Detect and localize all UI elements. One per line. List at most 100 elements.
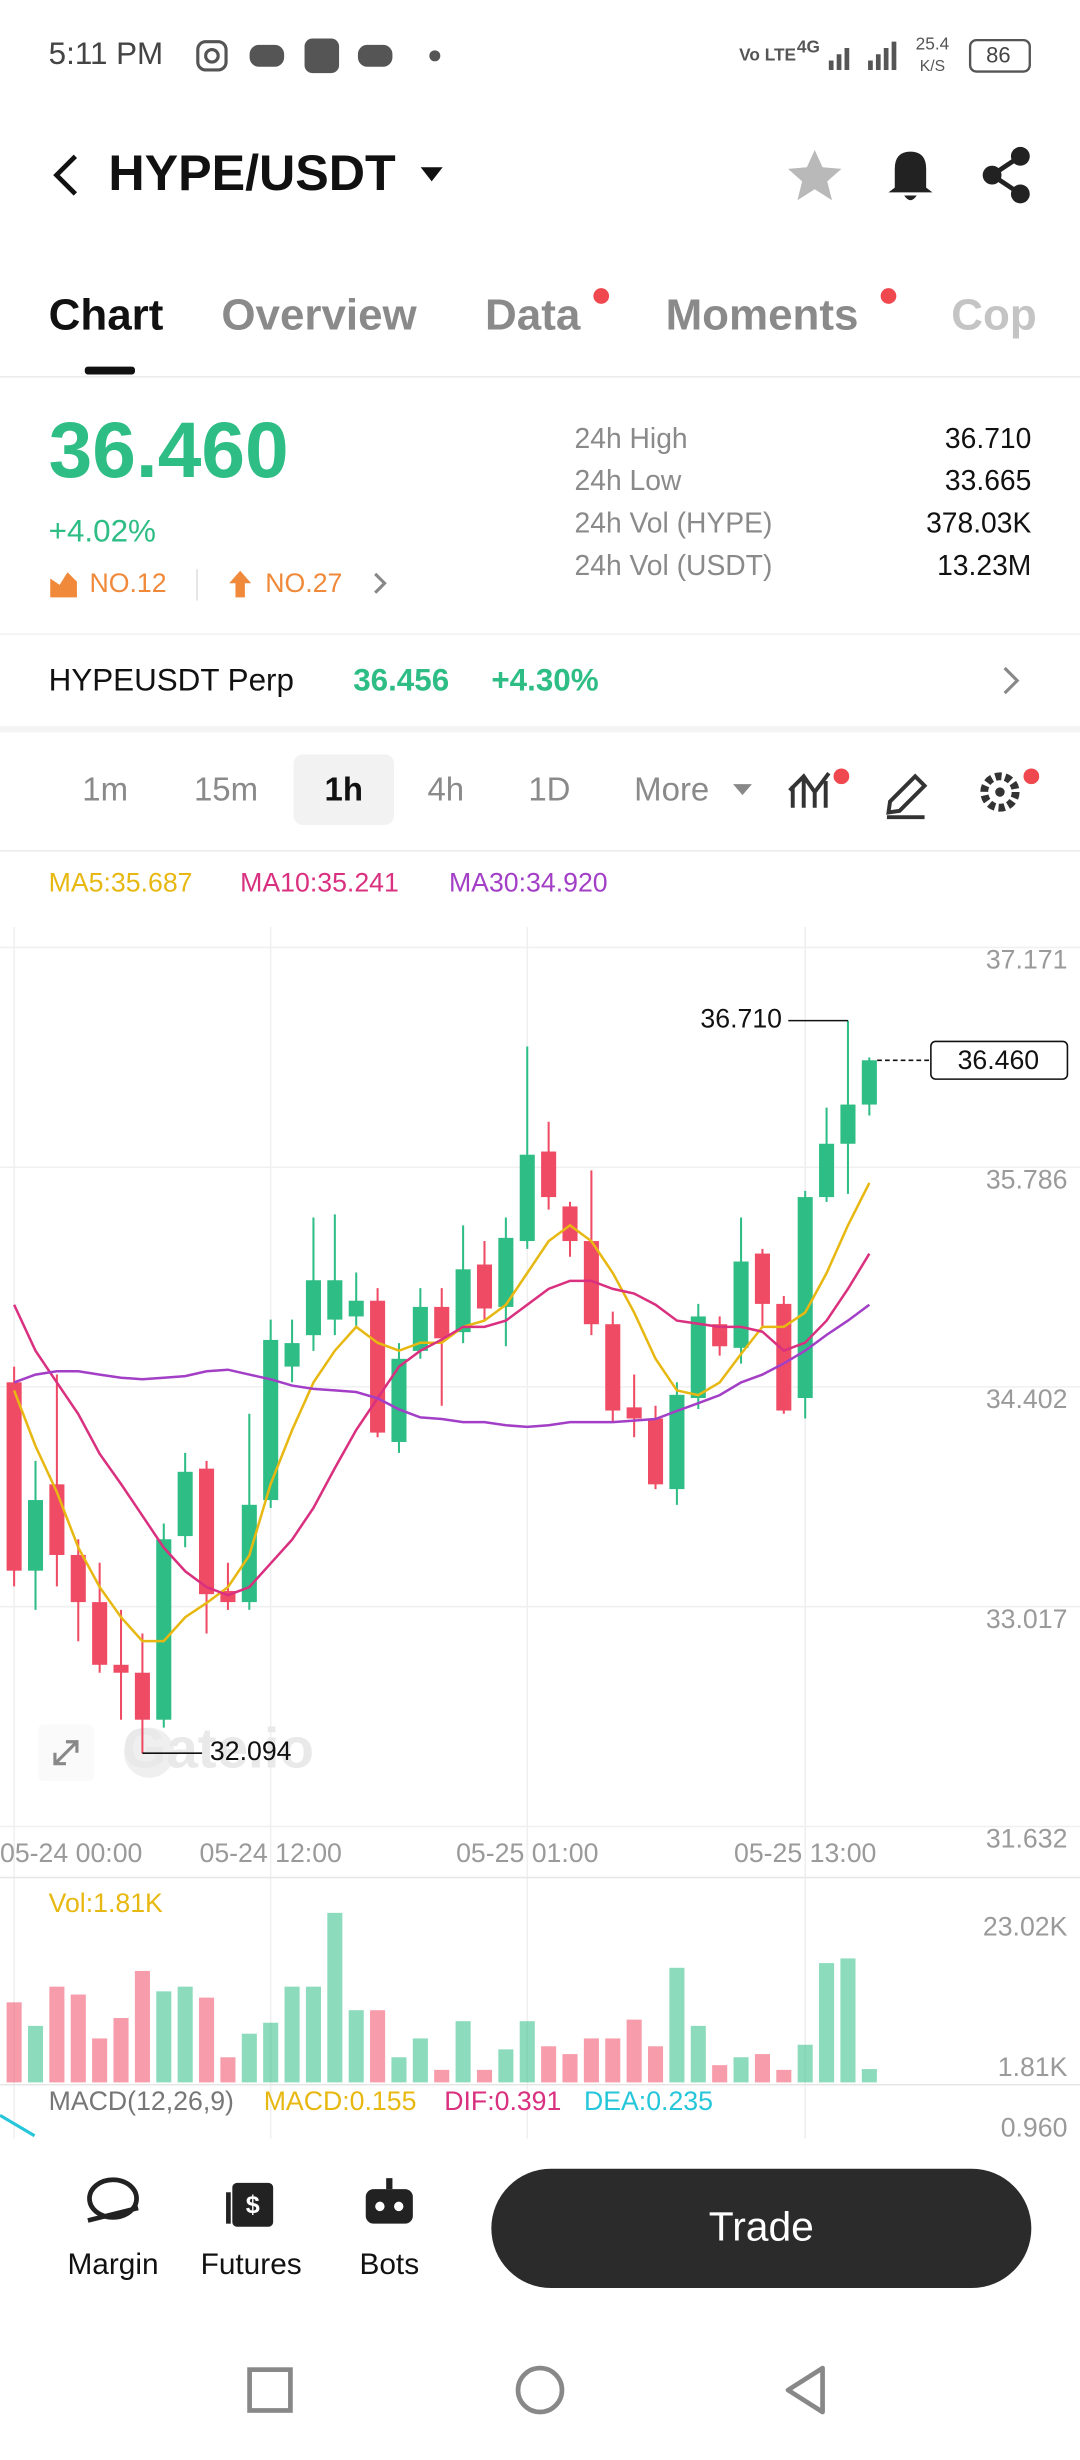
candle-body	[498, 1237, 514, 1307]
pair-title[interactable]: HYPE/USDT	[108, 145, 396, 201]
dea-value: DEA:0.235	[584, 2086, 713, 2116]
bots-icon	[386, 2178, 393, 2190]
candle-body	[113, 1664, 129, 1673]
candle-body	[327, 1280, 343, 1320]
back-button[interactable]	[53, 154, 78, 196]
more-dropdown[interactable]	[733, 784, 752, 796]
candle-body	[712, 1324, 728, 1347]
battery-level: 86	[986, 42, 1010, 67]
candle-body	[690, 1316, 706, 1399]
price-change: +4.02%	[49, 513, 156, 548]
tab[interactable]: Moments	[666, 291, 859, 340]
status-bar: 5:11 PM Vo LTE 4G 25.4 K/S 86	[49, 33, 1031, 75]
notification-dot	[593, 288, 610, 304]
bots-button[interactable]: Bots	[359, 2178, 419, 2281]
back-nav-button[interactable]	[785, 2365, 825, 2415]
volume-tick-label: 23.02K	[983, 1912, 1068, 1942]
candle-body	[840, 1104, 856, 1144]
alert-button[interactable]	[888, 151, 933, 201]
volume-bar	[327, 1912, 343, 2083]
bots-icon	[365, 2189, 413, 2224]
candle-body	[541, 1151, 557, 1198]
macd-line	[0, 2113, 36, 2138]
trade-button[interactable]: Trade	[491, 2168, 1032, 2289]
perp-name: HYPEUSDT Perp	[49, 662, 294, 697]
tab[interactable]: Data	[485, 291, 581, 340]
max-label: 36.710	[700, 1004, 782, 1034]
candle-body	[861, 1060, 877, 1105]
ma-line	[13, 1303, 871, 1429]
interval[interactable]: 4h	[427, 771, 464, 808]
volume-bar	[284, 1986, 300, 2083]
candle-body	[220, 1590, 236, 1603]
volume-bar	[391, 2057, 407, 2083]
margin-icon	[87, 2205, 139, 2223]
interval[interactable]: 1D	[528, 771, 570, 808]
section-gap	[0, 726, 1080, 733]
interval[interactable]: 15m	[194, 771, 258, 808]
tab[interactable]: Cop	[951, 291, 1036, 340]
volume-bar	[669, 1967, 685, 2083]
stat-label: 24h Low	[575, 464, 682, 496]
volume-bar	[861, 2069, 877, 2083]
volume-bar	[498, 2049, 514, 2083]
notification-dot	[833, 768, 850, 785]
indicator-button[interactable]	[788, 772, 831, 808]
volume-bar	[241, 2033, 257, 2083]
home-button[interactable]	[515, 2365, 565, 2415]
volume-bar	[305, 1986, 321, 2083]
nav-label: Bots	[359, 2248, 419, 2281]
candle-body	[348, 1300, 364, 1317]
volume-bar	[519, 2021, 535, 2083]
volume-bar	[476, 2069, 493, 2083]
notification-dot	[1023, 768, 1040, 785]
share-button[interactable]	[982, 146, 1030, 204]
settings-hub	[995, 787, 1005, 797]
interval[interactable]: More	[634, 771, 709, 808]
volume-bar	[733, 2057, 749, 2083]
separator	[196, 569, 198, 601]
recents-button[interactable]	[247, 2367, 293, 2413]
draw-button[interactable]	[886, 773, 928, 820]
x-tick-label: 05-25 01:00	[456, 1838, 598, 1868]
tab[interactable]: Overview	[221, 291, 417, 340]
candle-body	[263, 1339, 279, 1501]
candle-body	[476, 1264, 493, 1309]
volume-bar	[49, 1986, 65, 2083]
volume-bar	[626, 2019, 642, 2083]
candle-body	[70, 1554, 86, 1603]
perp-arrow	[1003, 666, 1020, 695]
candle-body	[134, 1672, 150, 1720]
favorite-button[interactable]	[788, 150, 842, 201]
candle-body	[27, 1500, 44, 1571]
stat-value: 13.23M	[937, 549, 1031, 581]
volume-bar	[113, 2018, 129, 2083]
volume-bar	[199, 1997, 215, 2083]
candle-body	[519, 1154, 535, 1242]
tab-indicator	[84, 366, 135, 375]
tab[interactable]: Chart	[49, 291, 164, 340]
volume-bar	[348, 2010, 364, 2083]
stat-label: 24h Vol (USDT)	[575, 549, 773, 581]
pair-dropdown[interactable]	[420, 167, 443, 182]
divider	[0, 850, 1080, 852]
vpn-icon	[304, 38, 340, 74]
divider	[0, 633, 1080, 636]
stats: 24h High 36.710 24h Low 33.665 24h Vol (HYPE…	[575, 422, 1032, 581]
settings-button[interactable]	[980, 772, 1020, 812]
instagram-icon	[196, 40, 228, 72]
volume-bar	[6, 2002, 22, 2083]
volume-bar	[819, 1963, 835, 2083]
rank-more[interactable]	[374, 572, 387, 594]
margin-button[interactable]: Margin	[67, 2177, 159, 2281]
stat-value: 378.03K	[926, 507, 1031, 539]
futures-button[interactable]: $ Futures	[201, 2182, 302, 2281]
y-tick-label: 35.786	[986, 1164, 1068, 1194]
volume-bar	[92, 2038, 108, 2083]
perp-row[interactable]: HYPEUSDT Perp 36.456 +4.30%	[49, 662, 1020, 697]
interval[interactable]: 1m	[82, 771, 128, 808]
candle-body	[156, 1539, 172, 1720]
candle-body	[605, 1324, 621, 1411]
interval[interactable]: 1h	[325, 771, 363, 808]
candle-body	[177, 1471, 193, 1537]
